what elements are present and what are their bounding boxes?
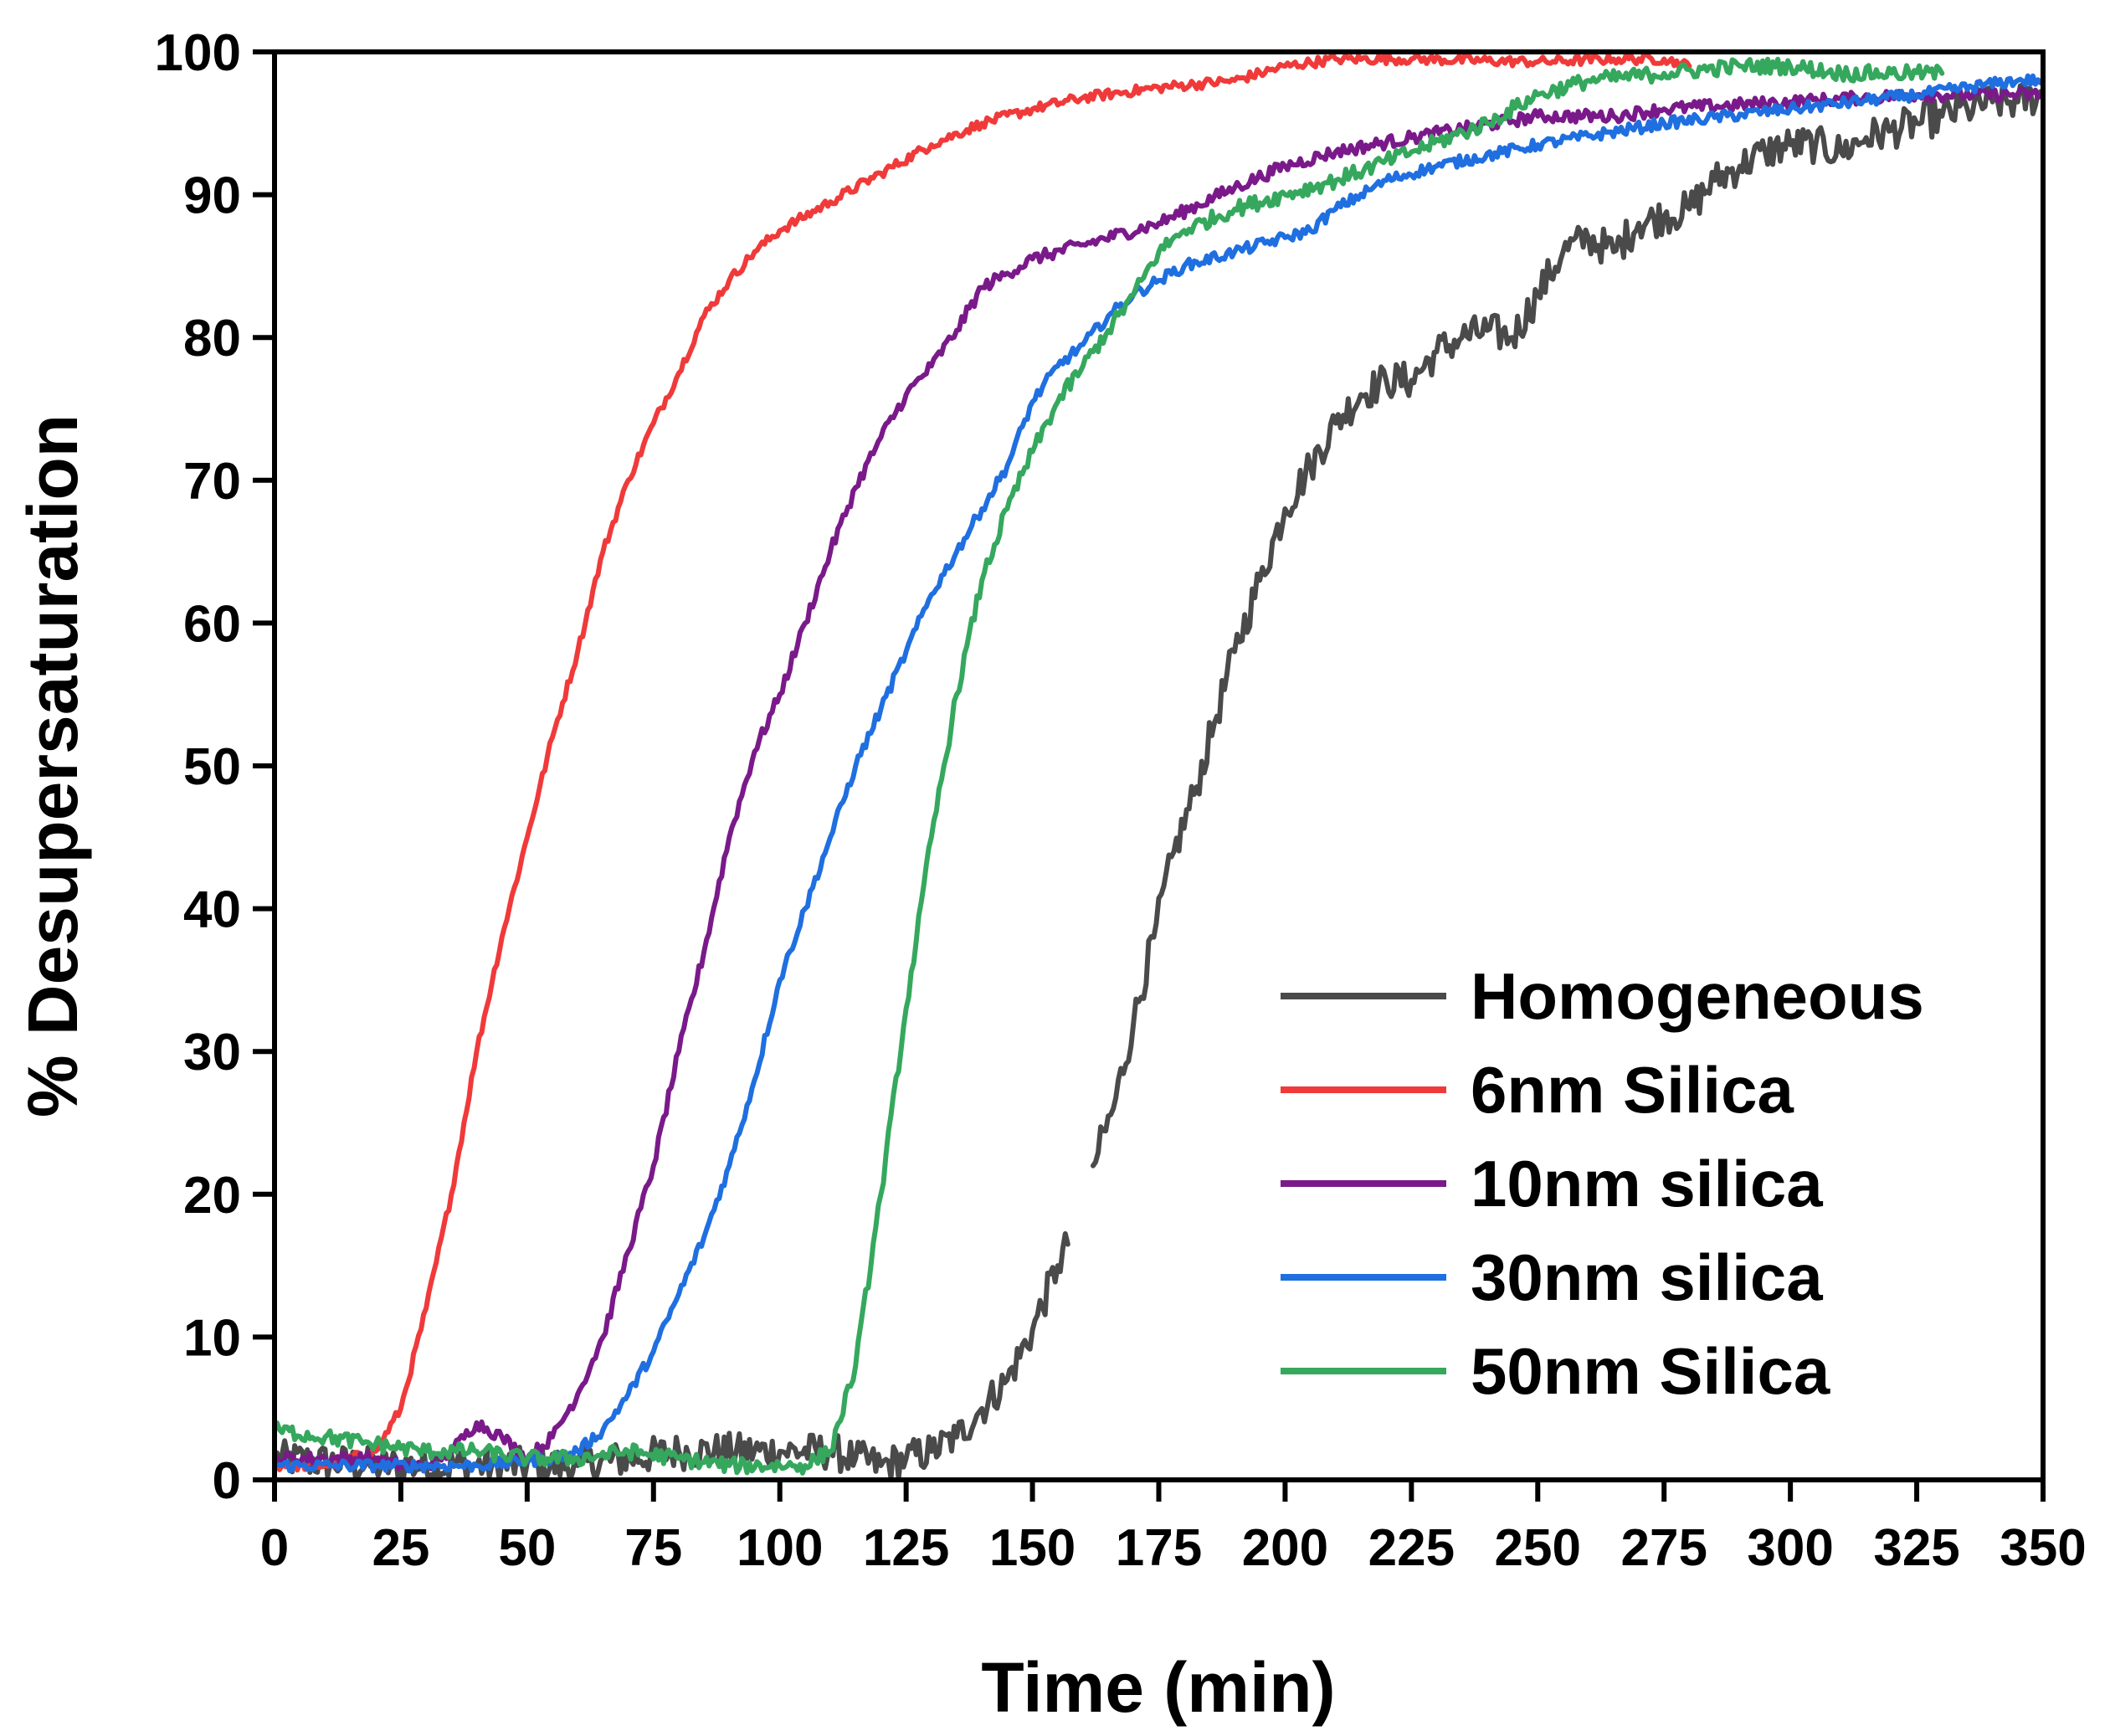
x-tick-label: 50 (498, 1519, 556, 1577)
x-tick-label: 0 (260, 1519, 289, 1577)
x-tick-label: 150 (989, 1519, 1076, 1577)
x-tick-label: 325 (1873, 1519, 1959, 1577)
x-tick-label: 275 (1620, 1519, 1707, 1577)
y-tick-label: 70 (183, 453, 241, 511)
x-axis-label: Time (min) (981, 1648, 1335, 1727)
x-tick-label: 200 (1242, 1519, 1328, 1577)
series-line-2 (272, 85, 2046, 1472)
y-tick-label: 80 (183, 310, 241, 367)
series-line-3 (272, 73, 2046, 1474)
legend: Homogeneous 6nm Silica 10nm silica 30nm sil… (1281, 959, 1924, 1408)
series-layer (272, 52, 2046, 1482)
x-tick-label: 175 (1116, 1519, 1202, 1577)
y-axis: 0 10 20 30 40 50 60 70 80 90 100 (155, 24, 275, 1510)
x-tick-label: 75 (624, 1519, 682, 1577)
y-tick-label: 40 (183, 881, 241, 939)
x-tick-label: 125 (863, 1519, 949, 1577)
y-tick-label: 90 (183, 167, 241, 225)
y-tick-label: 50 (183, 738, 241, 796)
x-tick-label: 25 (372, 1519, 429, 1577)
x-tick-label: 300 (1747, 1519, 1833, 1577)
x-tick-label: 250 (1495, 1519, 1581, 1577)
y-tick-label: 100 (155, 24, 241, 82)
series-line-4 (272, 56, 1945, 1476)
y-tick-label: 60 (183, 595, 241, 653)
y-tick-label: 10 (183, 1309, 241, 1367)
legend-label: 30nm silica (1471, 1240, 1823, 1314)
x-tick-label: 225 (1368, 1519, 1455, 1577)
legend-label: 50nm Silica (1471, 1334, 1830, 1408)
x-tick-label: 350 (2000, 1519, 2086, 1577)
y-axis-label: % Desupersaturation (13, 414, 92, 1117)
legend-label: 6nm Silica (1471, 1053, 1794, 1127)
legend-label: 10nm silica (1471, 1147, 1823, 1220)
y-tick-label: 0 (213, 1452, 241, 1510)
y-tick-label: 30 (183, 1024, 241, 1081)
x-tick-label: 100 (737, 1519, 823, 1577)
legend-label: Homogeneous (1471, 959, 1924, 1033)
y-tick-label: 20 (183, 1167, 241, 1225)
series-line-1 (272, 52, 1692, 1473)
x-axis: 0 25 50 75 100 125 150 175 200 225 250 275 300 325 350 (260, 1480, 2087, 1577)
